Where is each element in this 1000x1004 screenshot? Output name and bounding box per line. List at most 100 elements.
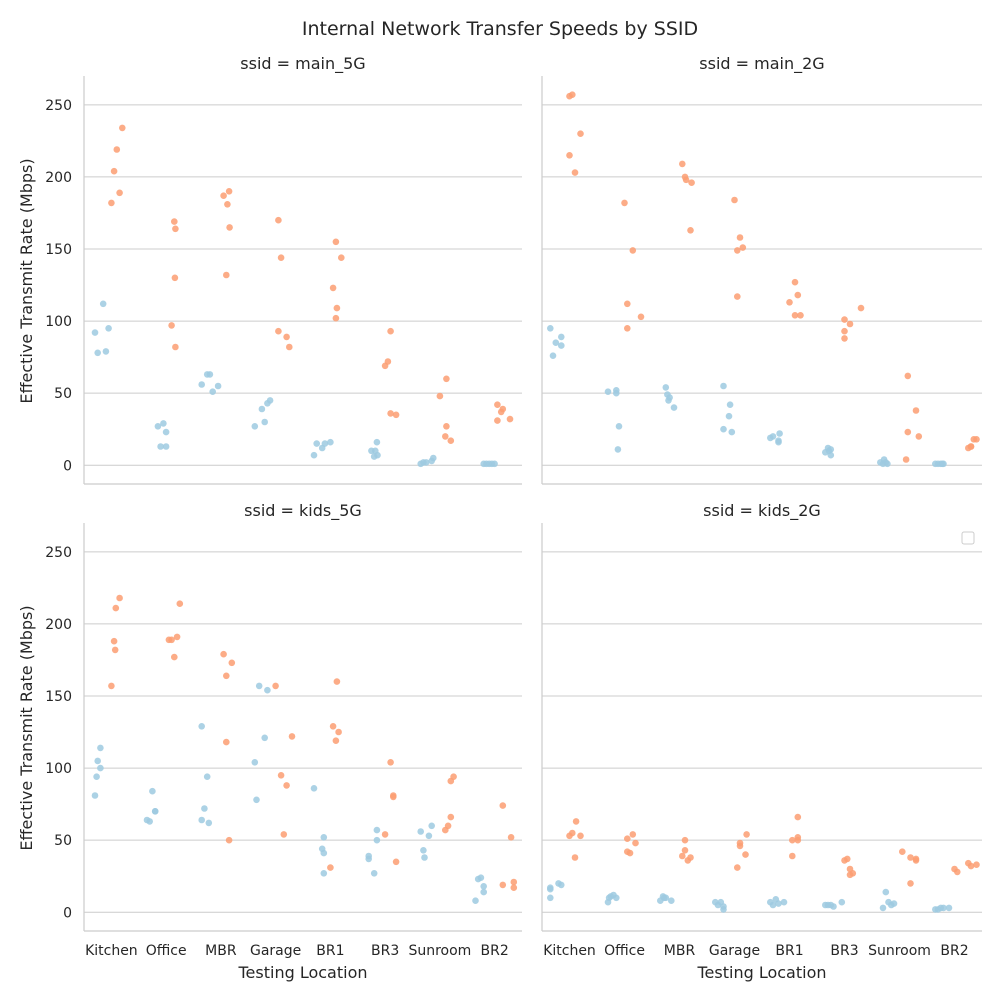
data-point [547, 884, 554, 891]
data-point [206, 371, 214, 378]
data-point [907, 880, 914, 887]
data-point [491, 460, 498, 468]
data-point [99, 300, 107, 308]
x-axis-label-left: Testing Location [237, 963, 367, 982]
data-point [499, 405, 507, 413]
data-point [310, 785, 318, 792]
data-point [225, 836, 233, 844]
x-tick-label: Garage [709, 943, 760, 959]
data-point [841, 327, 848, 335]
data-point [436, 392, 444, 400]
data-point [333, 304, 341, 312]
data-point [844, 855, 851, 863]
data-point [577, 832, 584, 840]
data-point [510, 884, 518, 891]
data-point [507, 834, 515, 841]
data-point [838, 898, 846, 906]
data-point [734, 247, 741, 254]
data-point [736, 234, 744, 241]
data-point [973, 861, 980, 868]
data-point [223, 738, 230, 746]
data-point [97, 764, 104, 772]
data-point [899, 848, 906, 855]
data-point [111, 646, 119, 654]
data-point [113, 146, 121, 153]
data-point [742, 851, 749, 858]
data-point [320, 849, 328, 857]
data-point [734, 864, 741, 871]
data-point [558, 333, 565, 341]
data-point [373, 438, 381, 446]
x-tick-label: BR2 [481, 943, 509, 959]
data-point [904, 428, 912, 436]
data-point [830, 903, 837, 910]
data-point [626, 849, 634, 857]
data-point [160, 420, 167, 427]
data-point [392, 411, 400, 419]
data-point [223, 672, 230, 680]
data-point [967, 443, 975, 450]
data-point [780, 898, 788, 906]
data-point [277, 772, 285, 779]
data-point [172, 343, 179, 351]
x-tick-label: BR3 [371, 943, 399, 959]
data-point [94, 757, 101, 765]
data-point [794, 813, 802, 821]
data-point [624, 325, 631, 332]
data-point [390, 793, 397, 801]
panel-2: 0 50 100 150 200 250 Kitchen Office MBR Garage BR1… [45, 523, 522, 959]
data-point [499, 802, 507, 809]
data-point [552, 339, 560, 347]
data-point [168, 636, 175, 644]
data-point [789, 852, 796, 860]
data-point [224, 201, 231, 208]
y-tick-label: 0 [63, 458, 72, 474]
data-point [335, 728, 342, 736]
data-point [209, 388, 216, 396]
data-point [253, 796, 260, 804]
data-point [572, 818, 580, 825]
data-point [149, 787, 156, 795]
data-point [890, 900, 898, 907]
data-point [624, 835, 631, 842]
data-point [827, 451, 835, 459]
data-point [632, 839, 639, 847]
x-tick-label: BR3 [830, 943, 858, 959]
panel-title-main-5g: ssid = main_5G [240, 54, 365, 74]
data-point [637, 313, 645, 321]
data-point [172, 225, 179, 233]
data-point [201, 805, 208, 812]
x-tick-label: BR1 [775, 943, 803, 959]
data-point [736, 842, 744, 850]
data-point [569, 91, 576, 98]
data-point [739, 244, 747, 251]
data-point [506, 415, 514, 423]
data-point [569, 829, 576, 837]
data-point [769, 901, 777, 909]
data-point [157, 443, 164, 450]
data-point [162, 443, 170, 450]
data-point [604, 388, 612, 396]
data-point [499, 881, 507, 889]
data-point [332, 238, 340, 246]
data-point [775, 900, 782, 907]
data-point [769, 433, 777, 440]
data-point [392, 858, 400, 866]
data-point [668, 897, 675, 904]
data-point [902, 456, 910, 463]
data-point [444, 822, 452, 830]
data-point [258, 405, 266, 413]
x-tick-label: Kitchen [85, 943, 138, 959]
chart-title: Internal Network Transfer Speeds by SSID [302, 18, 698, 40]
data-point [547, 325, 554, 332]
panel-title-kids-2g: ssid = kids_2G [703, 501, 821, 521]
y-tick-label: 250 [45, 545, 72, 561]
data-point [726, 401, 734, 409]
data-point [797, 312, 804, 319]
legend-box [961, 531, 975, 545]
data-point [629, 831, 637, 838]
data-point [857, 304, 865, 312]
panel-0: 0 50 100 150 200 250 [45, 76, 522, 485]
data-point [220, 650, 227, 658]
